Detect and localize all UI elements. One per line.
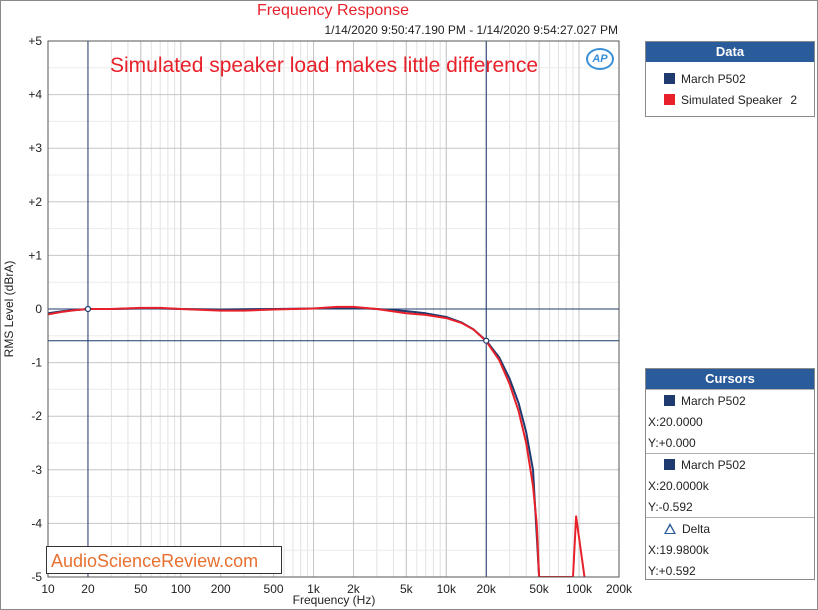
y-tick-label: -5 [31, 570, 42, 584]
y-tick-label: +4 [28, 88, 42, 102]
cursor-swatch-icon [664, 395, 675, 406]
delta-name: Delta [682, 521, 711, 536]
ap-logo-icon: AP [586, 48, 614, 70]
y-tick-label: -4 [31, 516, 42, 530]
data-panel: Data March P502 Simulated Speaker 2 [645, 41, 815, 117]
delta-name-row: Delta [646, 518, 814, 539]
x-tick-label: 20 [81, 582, 95, 596]
x-tick-label: 2k [347, 582, 361, 596]
series-line-2 [48, 305, 586, 577]
x-tick-labels: 10 20 50 100 200 500 1k 2k 5k 10k 20k 50k 100k 200k [41, 582, 633, 596]
y-tick-label: +2 [28, 195, 42, 209]
x-tick-label: 100 [171, 582, 191, 596]
cursor-2-y: Y:-0.592 [648, 499, 693, 514]
cursor-1-name: March P502 [681, 393, 746, 408]
x-tick-label: 10 [41, 582, 55, 596]
cursor-2-name-row: March P502 [646, 454, 814, 475]
cursors-panel: Cursors March P502 X:20.0000 Y:+0.000 Ma… [645, 368, 815, 580]
legend-index: 2 [790, 92, 798, 107]
cursor-1-y: Y:+0.000 [648, 435, 696, 450]
x-tick-label: 200 [211, 582, 231, 596]
cursor-1-x: X:20.0000 [648, 414, 703, 429]
cursor-2-marker [483, 337, 490, 344]
legend-swatch-icon [664, 73, 675, 84]
chart-title: Frequency Response [256, 2, 410, 19]
delta-y: Y:+0.592 [648, 563, 696, 578]
x-tick-label: 200k [606, 582, 633, 596]
y-tick-label: -1 [31, 356, 42, 370]
x-tick-label: 5k [400, 582, 414, 596]
cursor-1-name-row: March P502 [646, 390, 814, 411]
delta-x: X:19.9800k [648, 542, 709, 557]
plot-border [47, 40, 620, 578]
delta-triangle-icon [664, 523, 676, 534]
cursors-panel-header: Cursors [646, 369, 814, 389]
x-tick-label: 100k [566, 582, 593, 596]
series-layer [48, 305, 586, 577]
chart-annotation: Simulated speaker load makes little diff… [110, 54, 539, 77]
x-tick-label: 20k [477, 582, 497, 596]
y-tick-label: -3 [31, 463, 42, 477]
y-tick-label: -2 [31, 409, 42, 423]
cursor-2-x: X:20.0000k [648, 478, 709, 493]
x-axis-label: Frequency (Hz) [293, 593, 376, 607]
series-line-1 [48, 306, 541, 577]
timestamp: 1/14/2020 9:50:47.190 PM - 1/14/2020 9:5… [324, 23, 618, 37]
cursor-swatch-icon [664, 459, 675, 470]
y-tick-labels: +5 +4 +3 +2 +1 0 -1 -2 -3 -4 -5 [28, 34, 42, 584]
x-tick-label: 10k [437, 582, 457, 596]
delta-block[interactable]: Delta X:19.9800k Y:+0.592 [646, 517, 814, 581]
x-tick-label: 1k [307, 582, 321, 596]
legend-label: Simulated Speaker [681, 92, 783, 107]
y-tick-label: +5 [28, 34, 42, 48]
cursor-1-block[interactable]: March P502 X:20.0000 Y:+0.000 [646, 389, 814, 453]
y-tick-label: 0 [35, 302, 42, 316]
data-panel-header: Data [646, 42, 814, 62]
x-tick-label: 50 [134, 582, 148, 596]
legend-item[interactable]: Simulated Speaker 2 [646, 89, 814, 110]
y-tick-label: +3 [28, 141, 42, 155]
legend-item[interactable]: March P502 [646, 68, 814, 89]
cursor-1-marker [84, 305, 92, 313]
x-tick-label: 500 [264, 582, 284, 596]
legend-swatch-icon [664, 94, 675, 105]
y-tick-label: +1 [28, 248, 42, 262]
cursor-2-name: March P502 [681, 457, 746, 472]
x-tick-label: 50k [529, 582, 549, 596]
cursor-2-block[interactable]: March P502 X:20.0000k Y:-0.592 [646, 453, 814, 517]
watermark: AudioScienceReview.com [46, 546, 282, 574]
legend-label: March P502 [681, 71, 746, 86]
y-axis-label: RMS Level (dBrA) [2, 261, 16, 358]
